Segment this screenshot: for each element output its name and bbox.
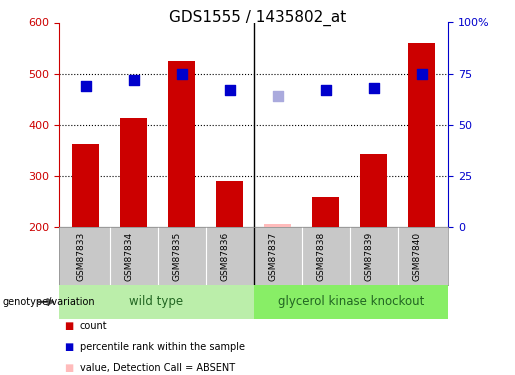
Bar [313, 197, 339, 227]
Text: GSM87833: GSM87833 [77, 231, 85, 281]
Text: GSM87840: GSM87840 [413, 231, 422, 280]
Point [178, 70, 186, 76]
Bar [264, 224, 291, 227]
Text: GSM87837: GSM87837 [269, 231, 278, 281]
Bar [360, 154, 387, 227]
Text: ■: ■ [64, 321, 74, 331]
Text: GSM87834: GSM87834 [125, 231, 133, 280]
Point [273, 93, 282, 99]
Point [370, 85, 378, 91]
Text: GDS1555 / 1435802_at: GDS1555 / 1435802_at [169, 9, 346, 26]
Text: ■: ■ [64, 363, 74, 372]
Text: wild type: wild type [129, 296, 183, 308]
Bar [168, 61, 195, 227]
Bar [253, 285, 448, 319]
Text: GSM87838: GSM87838 [317, 231, 325, 281]
Bar [408, 43, 435, 227]
Bar [216, 181, 243, 227]
Bar [121, 118, 147, 227]
Bar [59, 285, 253, 319]
Point [321, 87, 330, 93]
Text: GSM87839: GSM87839 [365, 231, 374, 281]
Point [418, 70, 426, 76]
Bar [73, 144, 99, 227]
Text: glycerol kinase knockout: glycerol kinase knockout [278, 296, 424, 308]
Text: ■: ■ [64, 342, 74, 352]
Text: value, Detection Call = ABSENT: value, Detection Call = ABSENT [80, 363, 235, 372]
Text: count: count [80, 321, 108, 331]
Text: GSM87836: GSM87836 [220, 231, 230, 281]
Point [81, 83, 90, 89]
Text: GSM87835: GSM87835 [173, 231, 182, 281]
Text: genotype/variation: genotype/variation [3, 297, 95, 307]
Point [226, 87, 234, 93]
Point [129, 77, 138, 83]
Text: percentile rank within the sample: percentile rank within the sample [80, 342, 245, 352]
